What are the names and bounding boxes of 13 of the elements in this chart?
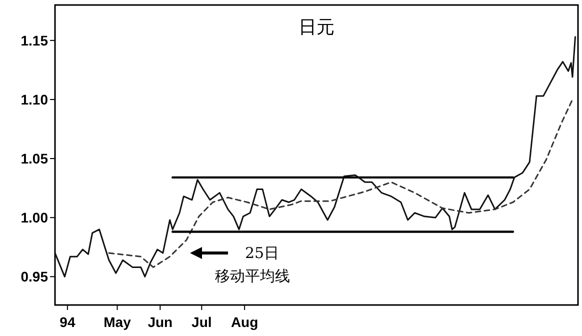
x-tick-label: Jun	[148, 314, 173, 330]
y-tick-label: 1.05	[20, 150, 48, 166]
text: 日元	[298, 17, 334, 37]
x-tick-label: Aug	[230, 314, 258, 330]
y-tick-label: 1.15	[20, 32, 48, 48]
x-tick-label: Jul	[192, 314, 212, 330]
annotation: 25日	[245, 244, 280, 262]
y-tick-label: 1.10	[20, 91, 48, 108]
y-tick-label: 1.00	[20, 210, 48, 226]
x-tick-label: 94	[60, 314, 76, 330]
annotation: 移动平均线	[215, 267, 290, 285]
y-tick-label: 0.95	[20, 268, 48, 285]
x-tick-label: May	[104, 314, 132, 330]
